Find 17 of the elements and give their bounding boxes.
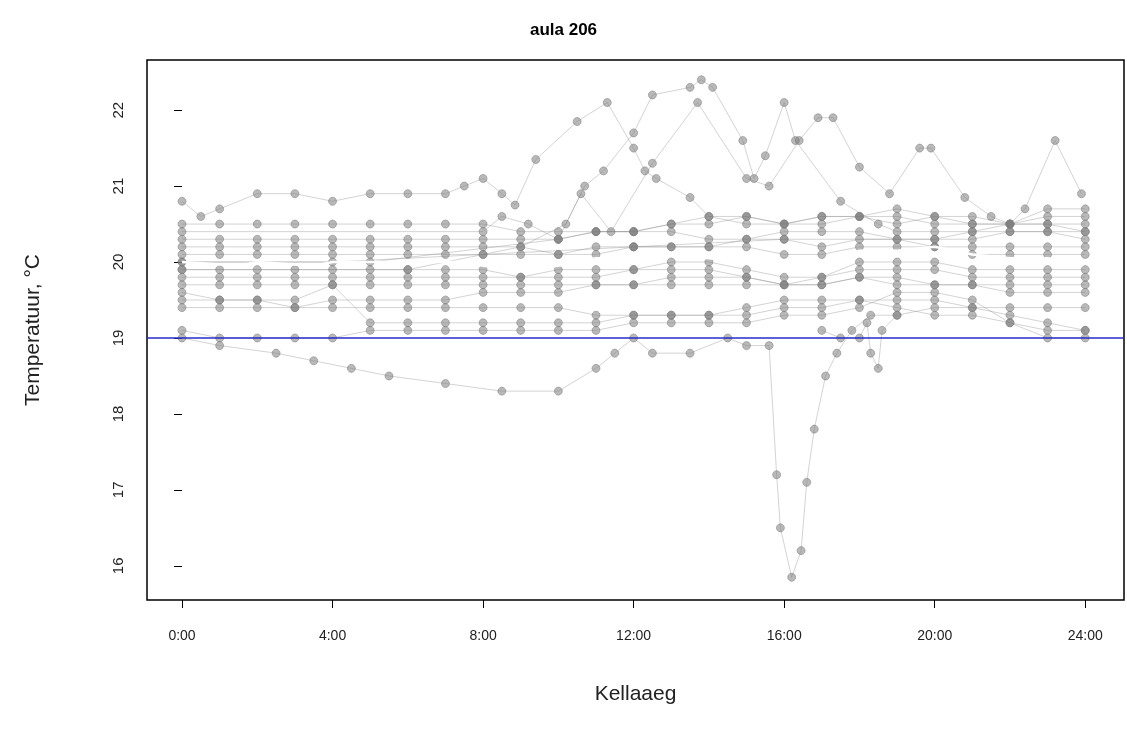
x-tick-label: 16:00 bbox=[766, 627, 802, 643]
chart-title: aula 206 bbox=[529, 20, 598, 39]
x-tick-label: 0:00 bbox=[168, 627, 196, 643]
y-tick-label: 18 bbox=[109, 405, 126, 423]
y-tick-label: 22 bbox=[109, 101, 126, 119]
y-tick-label: 19 bbox=[109, 329, 126, 347]
x-tick-label: 20:00 bbox=[917, 627, 953, 643]
x-tick-label: 24:00 bbox=[1067, 627, 1103, 643]
x-tick-label: 4:00 bbox=[318, 627, 347, 643]
x-tick-label: 8:00 bbox=[469, 627, 497, 643]
x-axis-title: Kellaaeg bbox=[594, 681, 677, 704]
y-tick-label: 21 bbox=[109, 177, 126, 195]
x-tick-label: 12:00 bbox=[616, 627, 652, 643]
y-tick-label: 17 bbox=[109, 481, 126, 499]
y-tick-label: 20 bbox=[109, 253, 126, 271]
y-axis-title: Temperatuur, °C bbox=[20, 254, 43, 406]
y-tick-label: 16 bbox=[109, 557, 126, 575]
